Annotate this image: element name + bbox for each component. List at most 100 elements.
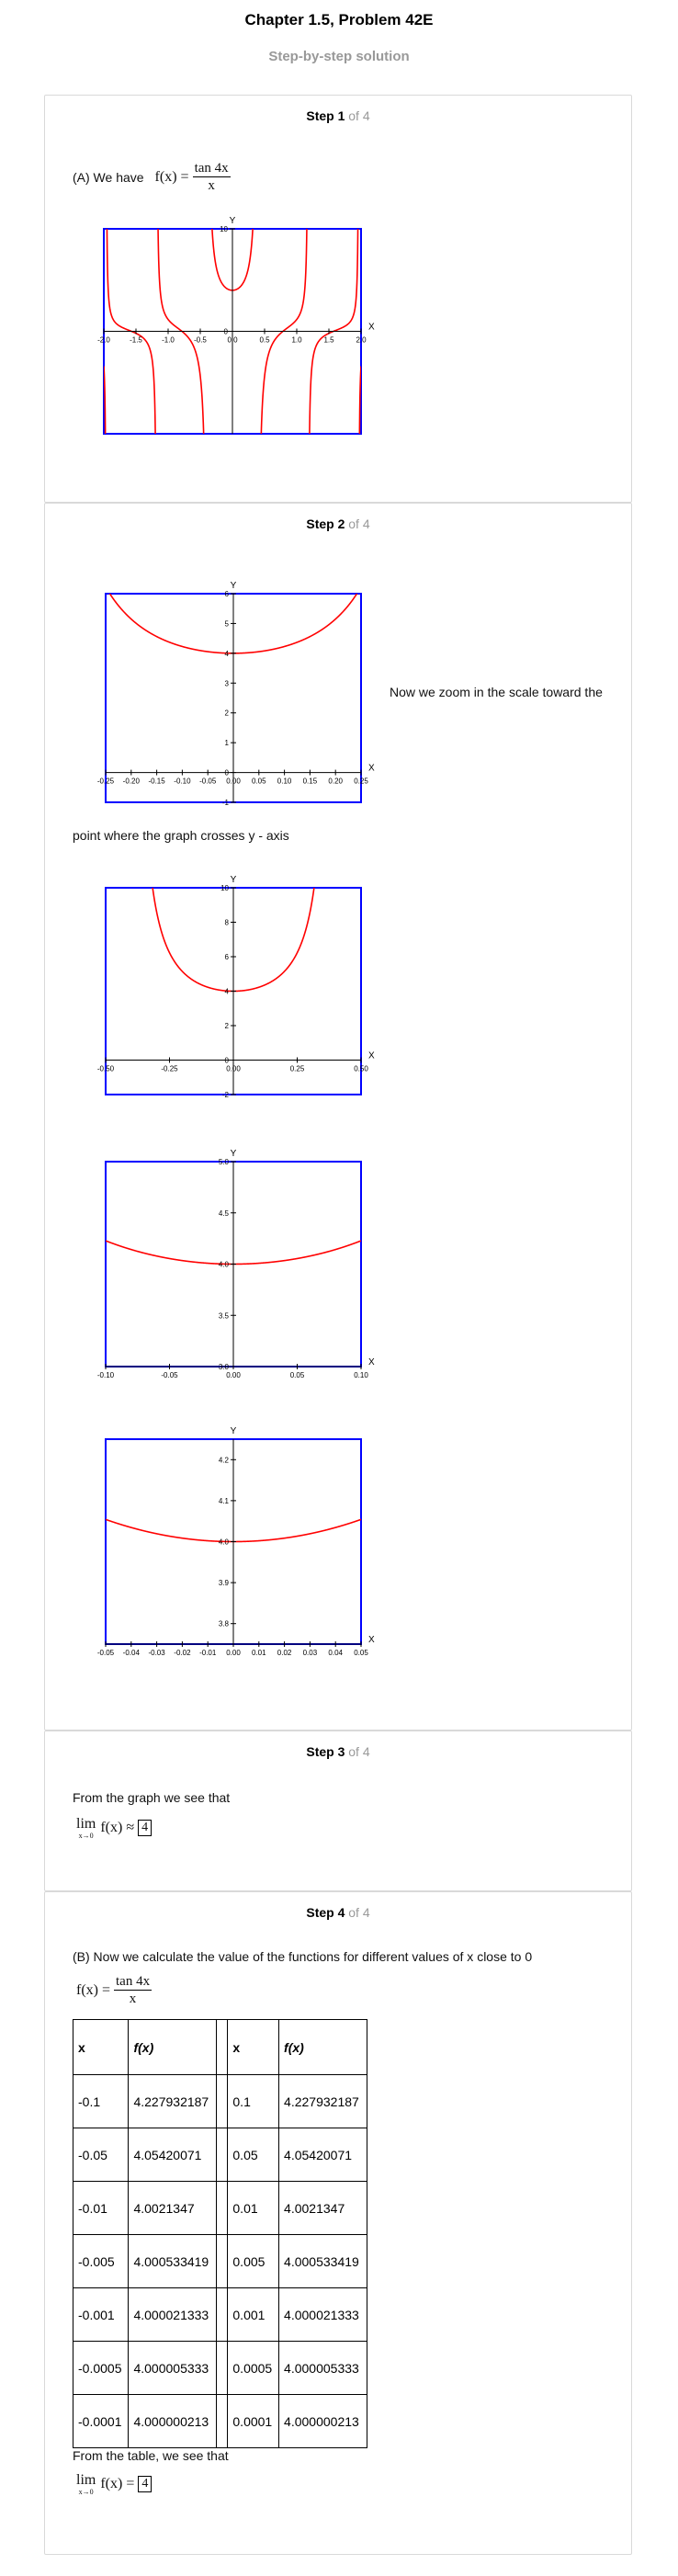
step-4-lim-sub: x→0 xyxy=(78,2488,94,2496)
x-tick-label: 0.04 xyxy=(328,1649,343,1657)
step-3-lim-func: f(x) ≈ xyxy=(100,1820,135,1835)
table-cell: 4.000533419 xyxy=(278,2234,367,2288)
graph-1: -2.0 -1.5 -1.0 -0.5 0.0 0.5 1.0 1.5 2.0 10 0 Y X xyxy=(97,216,375,435)
table-gap-cell xyxy=(216,2341,229,2395)
y-tick-label: 4 xyxy=(225,988,230,996)
page-title: Chapter 1.5, Problem 42E xyxy=(244,11,434,28)
step-1-title: Step 1 xyxy=(306,108,345,123)
y-tick-label: 3.5 xyxy=(219,1311,230,1320)
table-header-cell: x xyxy=(72,2019,130,2075)
step-1-intro: (A) We have f(x) = tan 4x x xyxy=(73,160,234,194)
step-1-fraction: tan 4x x xyxy=(192,160,231,194)
y-tick-label: 3 xyxy=(225,679,230,687)
y-tick-label: 5 xyxy=(225,619,230,628)
y-tick-label: 8 xyxy=(225,919,230,927)
table-cell: 4.227932187 xyxy=(128,2074,218,2128)
y-tick-label: 6 xyxy=(225,953,230,961)
y-tick-label: 4.2 xyxy=(219,1456,230,1464)
step-4-limit: lim x→0 f(x) = 4 xyxy=(76,2472,153,2496)
table-header-cell: x xyxy=(227,2019,280,2075)
y-tick-label: 4.5 xyxy=(219,1209,230,1218)
table-cell: 4.0021347 xyxy=(128,2181,218,2235)
x-axis-label: X xyxy=(368,323,375,333)
table-cell: 4.000000213 xyxy=(128,2394,218,2448)
x-tick-label: 0.15 xyxy=(303,777,318,786)
step-3-of: of 4 xyxy=(348,1744,370,1759)
step-1-fraction-den: x xyxy=(208,178,215,193)
x-tick-label: 0.5 xyxy=(259,336,270,345)
y-axis-label: Y xyxy=(231,1426,237,1436)
x-tick-label: 0.01 xyxy=(252,1649,266,1657)
y-tick-label: 5.0 xyxy=(219,1158,230,1166)
table-gap-cell xyxy=(216,2181,229,2235)
y-tick-label: 0 xyxy=(225,769,230,777)
table-cell: 4.0021347 xyxy=(278,2181,367,2235)
step-4-function: f(x) = tan 4x x xyxy=(76,1973,155,2007)
x-tick-label: -1.0 xyxy=(162,336,175,345)
x-tick-label: 0.03 xyxy=(303,1649,318,1657)
step-4-lim-func: f(x) = xyxy=(100,2476,135,2491)
x-tick-label: -0.25 xyxy=(97,777,115,786)
table-row: -0.001 4.000021333 0.001 4.000021333 xyxy=(72,2287,367,2342)
x-tick-label: 0.02 xyxy=(277,1649,292,1657)
table-cell: 4.000005333 xyxy=(278,2341,367,2395)
x-tick-label: 0.05 xyxy=(354,1649,368,1657)
table-cell: 0.001 xyxy=(227,2287,280,2342)
x-tick-label: 0.20 xyxy=(328,777,343,786)
x-axis-label: X xyxy=(368,764,375,774)
graph-5: -0.05 -0.04 -0.03 -0.02 -0.01 0.00 0.01 0.02 0.0… xyxy=(97,1426,375,1657)
table-cell: 4.000533419 xyxy=(128,2234,218,2288)
x-tick-label: -0.25 xyxy=(161,1065,178,1073)
step-4-label: Step 4 of 4 xyxy=(45,1905,631,1920)
step-4-conclusion: From the table, we see that xyxy=(73,2448,229,2463)
table-cell: -0.0005 xyxy=(72,2341,130,2395)
table-cell: -0.1 xyxy=(72,2074,130,2128)
step-4-answer: 4 xyxy=(138,2476,153,2492)
table-gap-cell xyxy=(216,2128,229,2182)
y-tick-label: 3.8 xyxy=(219,1620,230,1628)
x-tick-label: 0.50 xyxy=(354,1065,368,1073)
table-row: -0.01 4.0021347 0.01 4.0021347 xyxy=(72,2181,367,2235)
table-row: -0.1 4.227932187 0.1 4.227932187 xyxy=(72,2074,367,2128)
step-1-of: of 4 xyxy=(348,108,370,123)
step-3-limit: lim x→0 f(x) ≈ 4 xyxy=(76,1816,153,1840)
x-tick-label: 0.10 xyxy=(277,777,292,786)
x-tick-label: -0.20 xyxy=(123,777,141,786)
x-tick-label: 0.00 xyxy=(226,1371,241,1379)
x-tick-label: 2.0 xyxy=(356,336,367,345)
values-table: x f(x) x f(x) -0.1 4.227932187 0.1 4.227932187-… xyxy=(72,2019,367,2448)
step-4-lim: lim x→0 xyxy=(76,2472,96,2496)
x-tick-label: -0.04 xyxy=(123,1649,141,1657)
x-axis-label: X xyxy=(368,1357,375,1367)
table-cell: 0.005 xyxy=(227,2234,280,2288)
x-tick-label: 1.0 xyxy=(291,336,302,345)
x-tick-label: 0.05 xyxy=(252,777,266,786)
x-tick-label: -0.03 xyxy=(148,1649,165,1657)
x-tick-label: -2.0 xyxy=(97,336,110,345)
table-cell: 4.000005333 xyxy=(128,2341,218,2395)
x-tick-label: -0.15 xyxy=(148,777,165,786)
y-tick-label: 10 xyxy=(220,884,229,892)
step-4-text: (B) Now we calculate the value of the fu… xyxy=(73,1949,533,1964)
graph-4: -0.10 -0.05 0.00 0.05 0.10 5.0 4.5 4.0 3.5 3.0 Y X xyxy=(97,1149,375,1379)
table-cell: 4.05420071 xyxy=(128,2128,218,2182)
table-cell: -0.001 xyxy=(72,2287,130,2342)
x-tick-label: 1.5 xyxy=(323,336,334,345)
step-2-card: Step 2 of 4 -0.25 -0.20 -0.15 -0.10 -0.05 0.0… xyxy=(44,503,632,1731)
y-tick-label: 6 xyxy=(225,590,230,598)
step-3-lim: lim x→0 xyxy=(76,1816,96,1840)
step-3-text: From the graph we see that xyxy=(73,1790,231,1805)
step-4-lim-word: lim xyxy=(76,2472,96,2488)
y-tick-label: 0 xyxy=(224,328,229,336)
table-gap-cell xyxy=(216,2394,229,2448)
graph-2: -0.25 -0.20 -0.15 -0.10 -0.05 0.00 0.05 0.10 0.1… xyxy=(97,581,375,807)
table-header-cell: f(x) xyxy=(278,2019,367,2075)
y-tick-label: 4.0 xyxy=(219,1261,230,1269)
y-axis-label: Y xyxy=(231,1149,237,1159)
x-tick-label: -0.50 xyxy=(97,1065,115,1073)
step-3-lim-word: lim xyxy=(76,1816,96,1832)
table-row: -0.0001 4.000000213 0.0001 4.000000213 xyxy=(72,2394,367,2448)
y-tick-label: -1 xyxy=(222,799,230,807)
x-tick-label: -0.05 xyxy=(161,1371,178,1379)
table-row: -0.005 4.000533419 0.005 4.000533419 xyxy=(72,2234,367,2288)
